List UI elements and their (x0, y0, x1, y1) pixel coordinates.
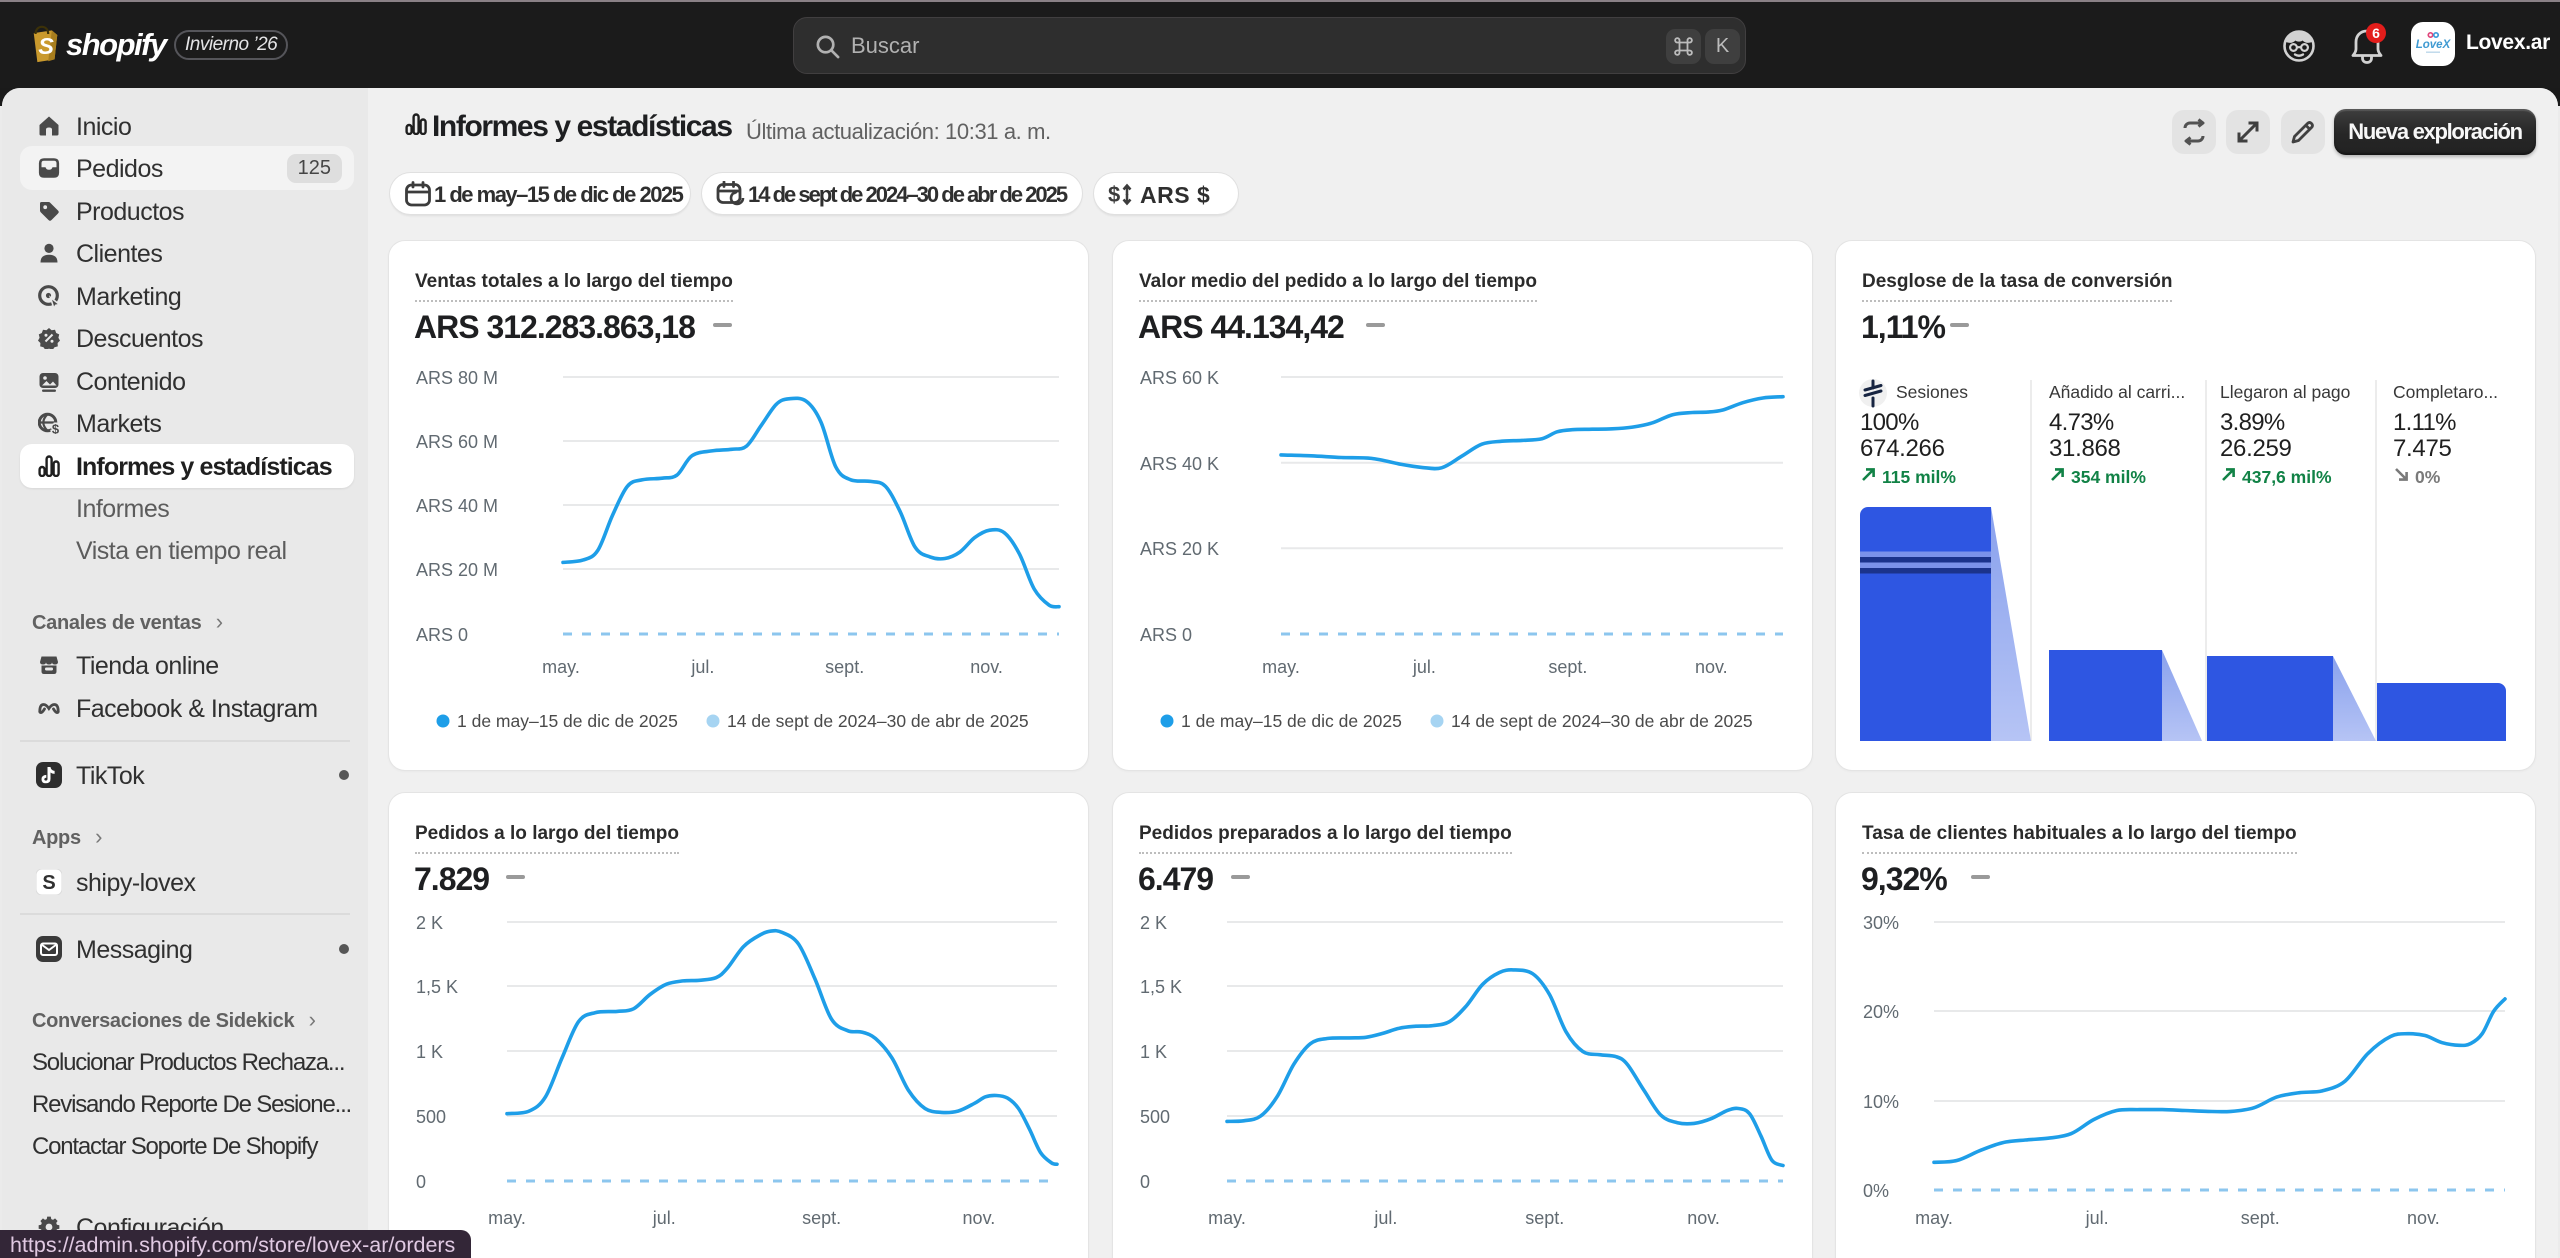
svg-text:ARS 40 M: ARS 40 M (416, 496, 498, 516)
svg-text:1,5 K: 1,5 K (1140, 977, 1182, 997)
svg-text:500: 500 (1140, 1107, 1170, 1127)
svg-text:30%: 30% (1863, 913, 1899, 933)
svg-text:500: 500 (416, 1107, 446, 1127)
svg-text:sept.: sept. (802, 1208, 841, 1228)
svg-text:ARS 20 M: ARS 20 M (416, 560, 498, 580)
svg-text:14 de sept de 2024–30 de abr d: 14 de sept de 2024–30 de abr de 2025 (727, 711, 1029, 731)
svg-text:jul.: jul. (690, 657, 714, 677)
svg-text:1 de may–15 de dic de 2025: 1 de may–15 de dic de 2025 (1181, 711, 1402, 731)
svg-text:ARS 20 K: ARS 20 K (1140, 539, 1219, 559)
svg-text:nov.: nov. (963, 1208, 996, 1228)
svg-text:ARS 80 M: ARS 80 M (416, 368, 498, 388)
svg-text:ARS 60 K: ARS 60 K (1140, 368, 1219, 388)
svg-text:14 de sept de 2024–30 de abr d: 14 de sept de 2024–30 de abr de 2025 (1451, 711, 1753, 731)
svg-text:jul.: jul. (1412, 657, 1436, 677)
svg-text:sept.: sept. (2241, 1208, 2280, 1228)
svg-text:sept.: sept. (1548, 657, 1587, 677)
svg-text:20%: 20% (1863, 1002, 1899, 1022)
svg-text:LoveX: LoveX (2416, 39, 2452, 51)
svg-text:may.: may. (1915, 1208, 1953, 1228)
svg-text:$: $ (1108, 182, 1120, 207)
svg-text:jul.: jul. (652, 1208, 676, 1228)
svg-text:jul.: jul. (2085, 1208, 2109, 1228)
svg-text:2 K: 2 K (1140, 913, 1167, 933)
svg-text:S: S (38, 33, 54, 59)
svg-text:0%: 0% (1863, 1181, 1889, 1201)
svg-text:1 K: 1 K (1140, 1042, 1167, 1062)
svg-text:0: 0 (416, 1172, 426, 1192)
svg-text:1 K: 1 K (416, 1042, 443, 1062)
svg-text:0: 0 (1140, 1172, 1150, 1192)
svg-text:jul.: jul. (1373, 1208, 1397, 1228)
svg-text:S: S (42, 872, 55, 894)
svg-text:1,5 K: 1,5 K (416, 977, 458, 997)
svg-text:sept.: sept. (1525, 1208, 1564, 1228)
svg-text:nov.: nov. (1687, 1208, 1720, 1228)
svg-text:ARS 60 M: ARS 60 M (416, 432, 498, 452)
svg-text:may.: may. (542, 657, 580, 677)
svg-text:sept.: sept. (825, 657, 864, 677)
svg-text:2 K: 2 K (416, 913, 443, 933)
svg-text:$: $ (52, 422, 60, 435)
svg-text:ARS 0: ARS 0 (1140, 625, 1192, 645)
svg-text:ARS 40 K: ARS 40 K (1140, 454, 1219, 474)
svg-text:10%: 10% (1863, 1092, 1899, 1112)
svg-text:nov.: nov. (2407, 1208, 2440, 1228)
svg-text:may.: may. (1208, 1208, 1246, 1228)
svg-text:may.: may. (488, 1208, 526, 1228)
svg-text:nov.: nov. (1695, 657, 1728, 677)
svg-text:nov.: nov. (970, 657, 1003, 677)
svg-text:1 de may–15 de dic de 2025: 1 de may–15 de dic de 2025 (457, 711, 678, 731)
svg-text:ARS 0: ARS 0 (416, 625, 468, 645)
svg-text:may.: may. (1262, 657, 1300, 677)
